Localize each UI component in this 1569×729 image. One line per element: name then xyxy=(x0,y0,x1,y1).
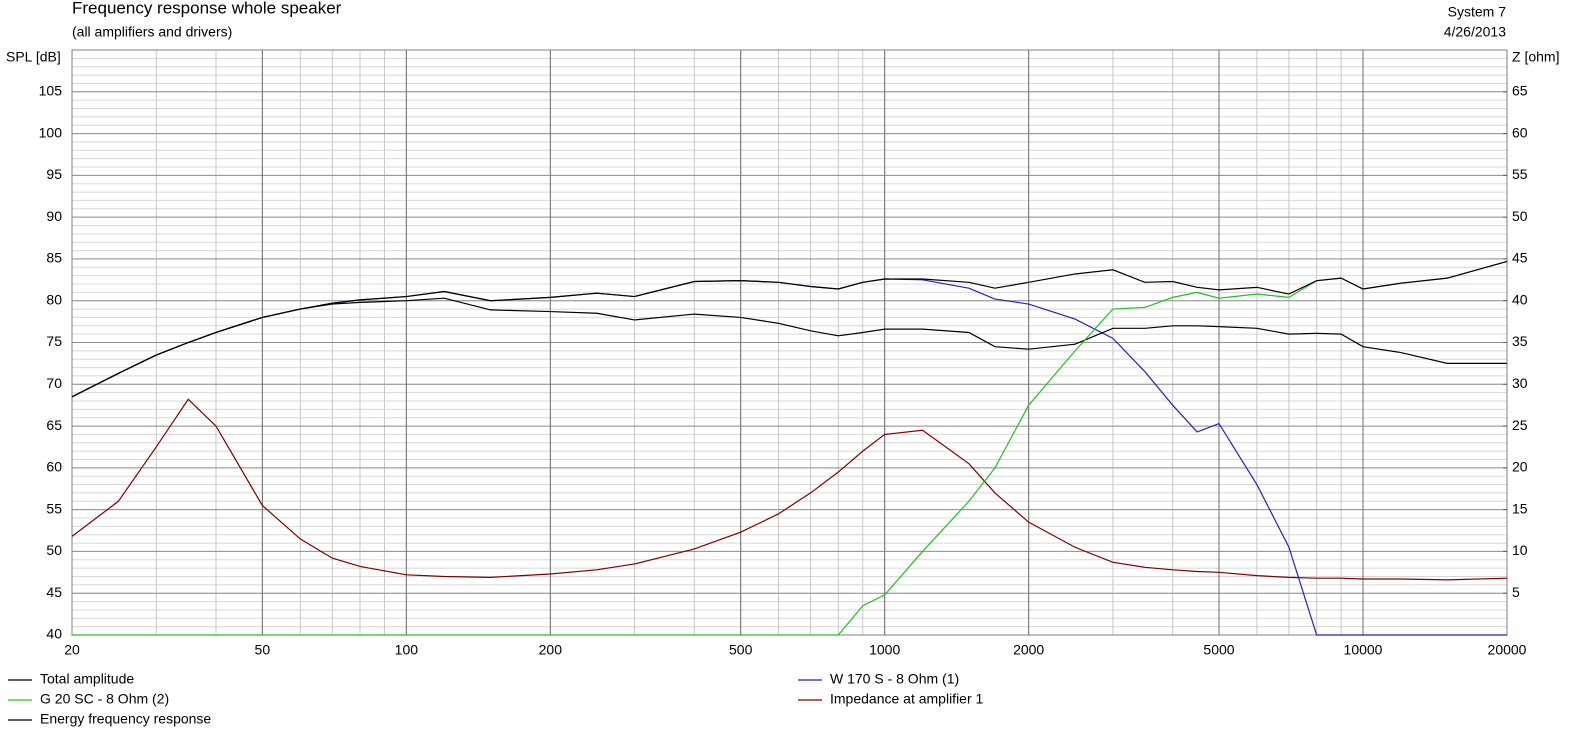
x-tick-label: 20 xyxy=(64,642,80,658)
x-tick-label: 100 xyxy=(395,642,419,658)
x-tick-label: 2000 xyxy=(1013,642,1044,658)
y-tick-label: 70 xyxy=(46,375,62,391)
y2-tick-label: 5 xyxy=(1512,584,1520,600)
chart-title: Frequency response whole speaker xyxy=(72,0,342,17)
legend-label: W 170 S - 8 Ohm (1) xyxy=(830,671,959,687)
y-tick-label: 75 xyxy=(46,333,62,349)
y2-tick-label: 45 xyxy=(1512,250,1528,266)
y2-tick-label: 15 xyxy=(1512,500,1528,516)
y-tick-label: 50 xyxy=(46,542,62,558)
y-tick-label: 85 xyxy=(46,250,62,266)
legend-label: G 20 SC - 8 Ohm (2) xyxy=(40,691,169,707)
y2-tick-label: 20 xyxy=(1512,459,1528,475)
y-tick-label: 90 xyxy=(46,208,62,224)
system-label: System 7 xyxy=(1448,4,1507,20)
series-line xyxy=(72,260,1508,636)
y-tick-label: 40 xyxy=(46,626,62,642)
chart-subtitle: (all amplifiers and drivers) xyxy=(72,24,232,40)
y-axis-label: SPL [dB] xyxy=(6,49,61,65)
y2-tick-label: 30 xyxy=(1512,375,1528,391)
legend-label: Total amplitude xyxy=(40,671,134,687)
x-tick-label: 50 xyxy=(255,642,271,658)
y-tick-label: 45 xyxy=(46,584,62,600)
legend-label: Impedance at amplifier 1 xyxy=(830,691,984,707)
y2-tick-label: 50 xyxy=(1512,208,1528,224)
y-tick-label: 105 xyxy=(39,82,63,98)
y2-tick-label: 25 xyxy=(1512,417,1528,433)
y2-axis-label: Z [ohm] xyxy=(1512,49,1559,65)
x-tick-label: 5000 xyxy=(1203,642,1234,658)
y-tick-label: 100 xyxy=(39,124,63,140)
y-tick-label: 60 xyxy=(46,459,62,475)
grid xyxy=(71,50,1508,636)
legend-label: Energy frequency response xyxy=(40,711,211,727)
x-tick-label: 200 xyxy=(539,642,563,658)
x-tick-label: 1000 xyxy=(869,642,900,658)
y-tick-label: 65 xyxy=(46,417,62,433)
y2-tick-label: 55 xyxy=(1512,166,1528,182)
y2-tick-label: 35 xyxy=(1512,333,1528,349)
x-tick-label: 10000 xyxy=(1344,642,1383,658)
y2-tick-label: 65 xyxy=(1512,82,1528,98)
series-line xyxy=(71,278,1507,636)
y2-tick-label: 10 xyxy=(1512,542,1528,558)
y2-tick-label: 40 xyxy=(1512,291,1528,307)
x-tick-label: 500 xyxy=(729,642,753,658)
series-line xyxy=(71,398,1508,581)
series-line xyxy=(71,297,1507,398)
y2-tick-label: 60 xyxy=(1512,124,1528,140)
y-tick-label: 55 xyxy=(46,500,62,516)
y-tick-label: 95 xyxy=(46,166,62,182)
x-tick-label: 20000 xyxy=(1488,642,1527,658)
date-label: 4/26/2013 xyxy=(1444,24,1506,40)
series-line xyxy=(71,260,1508,398)
y-tick-label: 80 xyxy=(46,291,62,307)
